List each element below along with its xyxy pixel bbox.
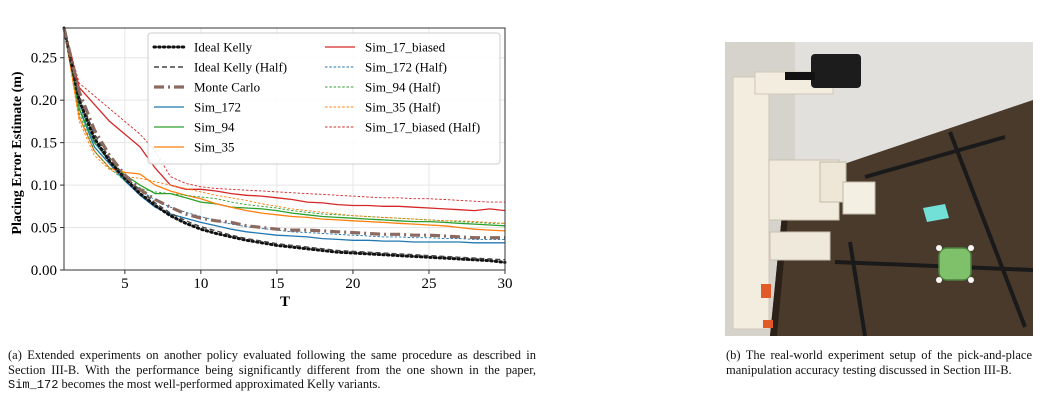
series-line-sim-94 <box>63 27 506 227</box>
legend-label: Sim_35 (Half) <box>365 100 440 115</box>
legend-label: Sim_35 <box>194 140 234 155</box>
robot-accent-2 <box>763 320 773 328</box>
y-tick-label: 0.00 <box>31 263 57 279</box>
legend-label: Sim_172 <box>194 100 241 115</box>
chart-ticks: 5 10 15 20 25 30 0.00 0.05 0.10 0.15 0.20 0.25 <box>31 51 513 292</box>
robot-finger-1 <box>819 161 847 203</box>
tape-line-4 <box>848 241 867 336</box>
series-line-sim-17-biased <box>63 27 506 212</box>
marker-1 <box>936 245 942 251</box>
y-tick-label: 0.25 <box>31 51 57 67</box>
series-line-sim-35-half <box>63 27 506 224</box>
robot-platform <box>769 231 831 261</box>
caption-a-prefix: (a) Extended experiments on another poli… <box>8 348 536 377</box>
chart-legend: Ideal Kelly Ideal Kelly (Half) Monte Carlo… <box>147 32 501 165</box>
y-tick-label: 0.05 <box>31 221 57 237</box>
series-line-sim-35 <box>63 27 506 232</box>
figure-a-line-chart: 5 10 15 20 25 30 0.00 0.05 0.10 0.15 0.20 0.25 Plac… <box>10 26 513 310</box>
target-object <box>938 247 972 281</box>
plot-frame <box>63 27 506 271</box>
robot-accent-1 <box>761 284 771 298</box>
marker-4 <box>968 277 974 283</box>
marker-2 <box>968 245 974 251</box>
series-line-sim-94-half <box>63 27 505 224</box>
series-line-ideal-kelly-half <box>63 27 506 261</box>
legend-label: Sim_172 (Half) <box>365 60 447 75</box>
legend-label: Ideal Kelly <box>194 40 253 55</box>
tape-line-1 <box>864 135 1006 179</box>
caption-a-code: Sim_172 <box>8 378 59 393</box>
marker-3 <box>936 277 942 283</box>
y-axis-label: Placing Error Estimate (m) <box>10 71 25 235</box>
cyan-pad <box>923 204 949 222</box>
series-line-ideal-kelly <box>62 26 507 264</box>
x-axis-label: T <box>280 294 290 310</box>
legend-label: Sim_94 (Half) <box>365 80 440 95</box>
legend-label: Monte Carlo <box>194 80 260 95</box>
robot-setup-photo <box>725 42 1033 336</box>
series-line-sim-17-biased-half <box>63 27 505 203</box>
legend-label: Ideal Kelly (Half) <box>194 60 287 75</box>
tape-line-2 <box>948 131 1027 328</box>
caption-a: (a) Extended experiments on another poli… <box>8 348 536 393</box>
legend-label: Sim_17_biased <box>365 40 446 55</box>
legend-box <box>147 32 501 165</box>
x-tick-label: 25 <box>421 276 436 292</box>
chart-series <box>62 26 507 264</box>
camera <box>811 54 861 88</box>
camera-mount <box>785 72 815 80</box>
y-tick-label: 0.10 <box>31 178 57 194</box>
x-tick-label: 30 <box>498 276 513 292</box>
tape-line-3 <box>834 260 1033 272</box>
x-tick-label: 10 <box>193 276 208 292</box>
caption-a-suffix: becomes the most well-performed approxim… <box>61 377 381 392</box>
x-tick-label: 15 <box>269 276 284 292</box>
series-line-monte-carlo <box>62 27 505 240</box>
caption-b: (b) The real-world experiment setup of t… <box>726 348 1032 377</box>
robot-finger-2 <box>842 181 876 215</box>
legend-label: Sim_94 <box>194 120 235 135</box>
x-tick-label: 20 <box>345 276 360 292</box>
y-tick-label: 0.15 <box>31 136 57 152</box>
y-tick-label: 0.20 <box>31 93 57 109</box>
legend-label: Sim_17_biased (Half) <box>365 120 480 135</box>
x-tick-label: 5 <box>121 276 129 292</box>
